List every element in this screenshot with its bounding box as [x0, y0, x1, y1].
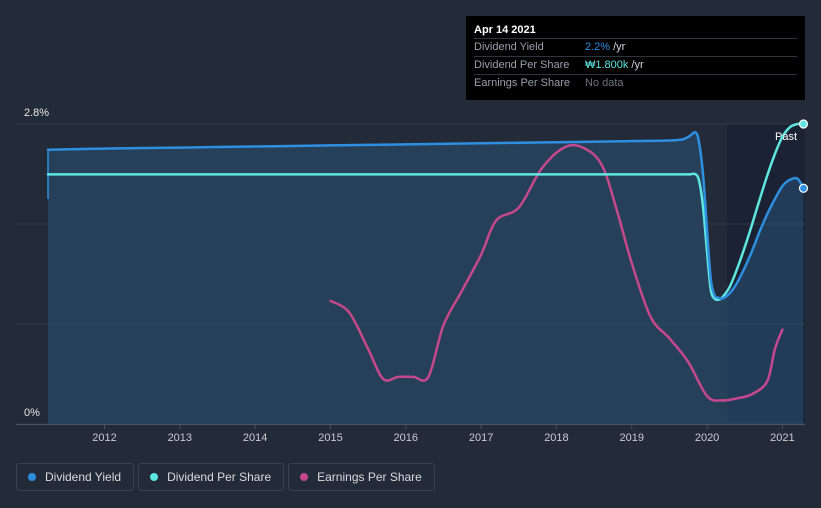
x-tick-label: 2020 [695, 432, 719, 444]
chart-legend: Dividend Yield Dividend Per Share Earnin… [16, 463, 435, 491]
hover-tooltip: Apr 14 2021 Dividend Yield 2.2% /yr Divi… [466, 16, 805, 100]
dividend-yield-line [46, 131, 805, 301]
x-tick-label: 2021 [770, 432, 794, 444]
x-tick-label: 2016 [394, 432, 418, 444]
x-tick-label: 2012 [92, 432, 116, 444]
legend-dot-icon [150, 473, 159, 481]
legend-item-dividend-per-share[interactable]: Dividend Per Share [138, 463, 285, 491]
legend-label: Dividend Yield [45, 470, 122, 484]
tooltip-label: Earnings Per Share [474, 77, 570, 89]
legend-label: Earnings Per Share [317, 470, 422, 484]
legend-label: Dividend Per Share [167, 470, 272, 484]
tooltip-unit: /yr [631, 59, 644, 71]
x-tick-label: 2017 [469, 432, 493, 444]
dividend-per-share-end-marker [798, 119, 809, 129]
tooltip-date: Apr 14 2021 [474, 22, 797, 39]
tooltip-unit: /yr [613, 41, 626, 53]
x-tick-label: 2019 [620, 432, 644, 444]
x-tick-label: 2018 [544, 432, 568, 444]
legend-item-earnings-per-share[interactable]: Earnings Per Share [288, 463, 435, 491]
dividend-yield-end-marker [798, 183, 809, 193]
legend-item-dividend-yield[interactable]: Dividend Yield [16, 463, 135, 491]
earnings-per-share-line [329, 143, 784, 402]
y-axis-top-label: 2.8% [24, 107, 49, 119]
y-axis-bottom-label: 0% [24, 407, 40, 419]
legend-dot-icon [28, 473, 36, 481]
tooltip-label: Dividend Per Share [474, 59, 570, 71]
tooltip-value: ₩1.800k [585, 59, 629, 71]
series-lines [46, 122, 805, 402]
x-tick-label: 2014 [243, 432, 267, 444]
dividend-per-share-line [46, 122, 805, 302]
tooltip-row-earnings-per-share: Earnings Per Share No data [474, 75, 797, 92]
x-tick-label: 2013 [168, 432, 192, 444]
end-markers [798, 119, 809, 193]
legend-dot-icon [300, 473, 309, 481]
tooltip-row-dividend-per-share: Dividend Per Share ₩1.800k /yr [474, 57, 797, 75]
tooltip-row-dividend-yield: Dividend Yield 2.2% /yr [474, 39, 797, 57]
x-tick-label: 2015 [318, 432, 342, 444]
tooltip-value: 2.2% [585, 41, 611, 53]
past-label: Past [775, 131, 797, 143]
tooltip-label: Dividend Yield [474, 41, 544, 53]
tooltip-value: No data [585, 77, 624, 89]
x-tick-labels: 2012 2013 2014 2015 2016 2017 2018 2019 2020 2021 [92, 424, 795, 444]
